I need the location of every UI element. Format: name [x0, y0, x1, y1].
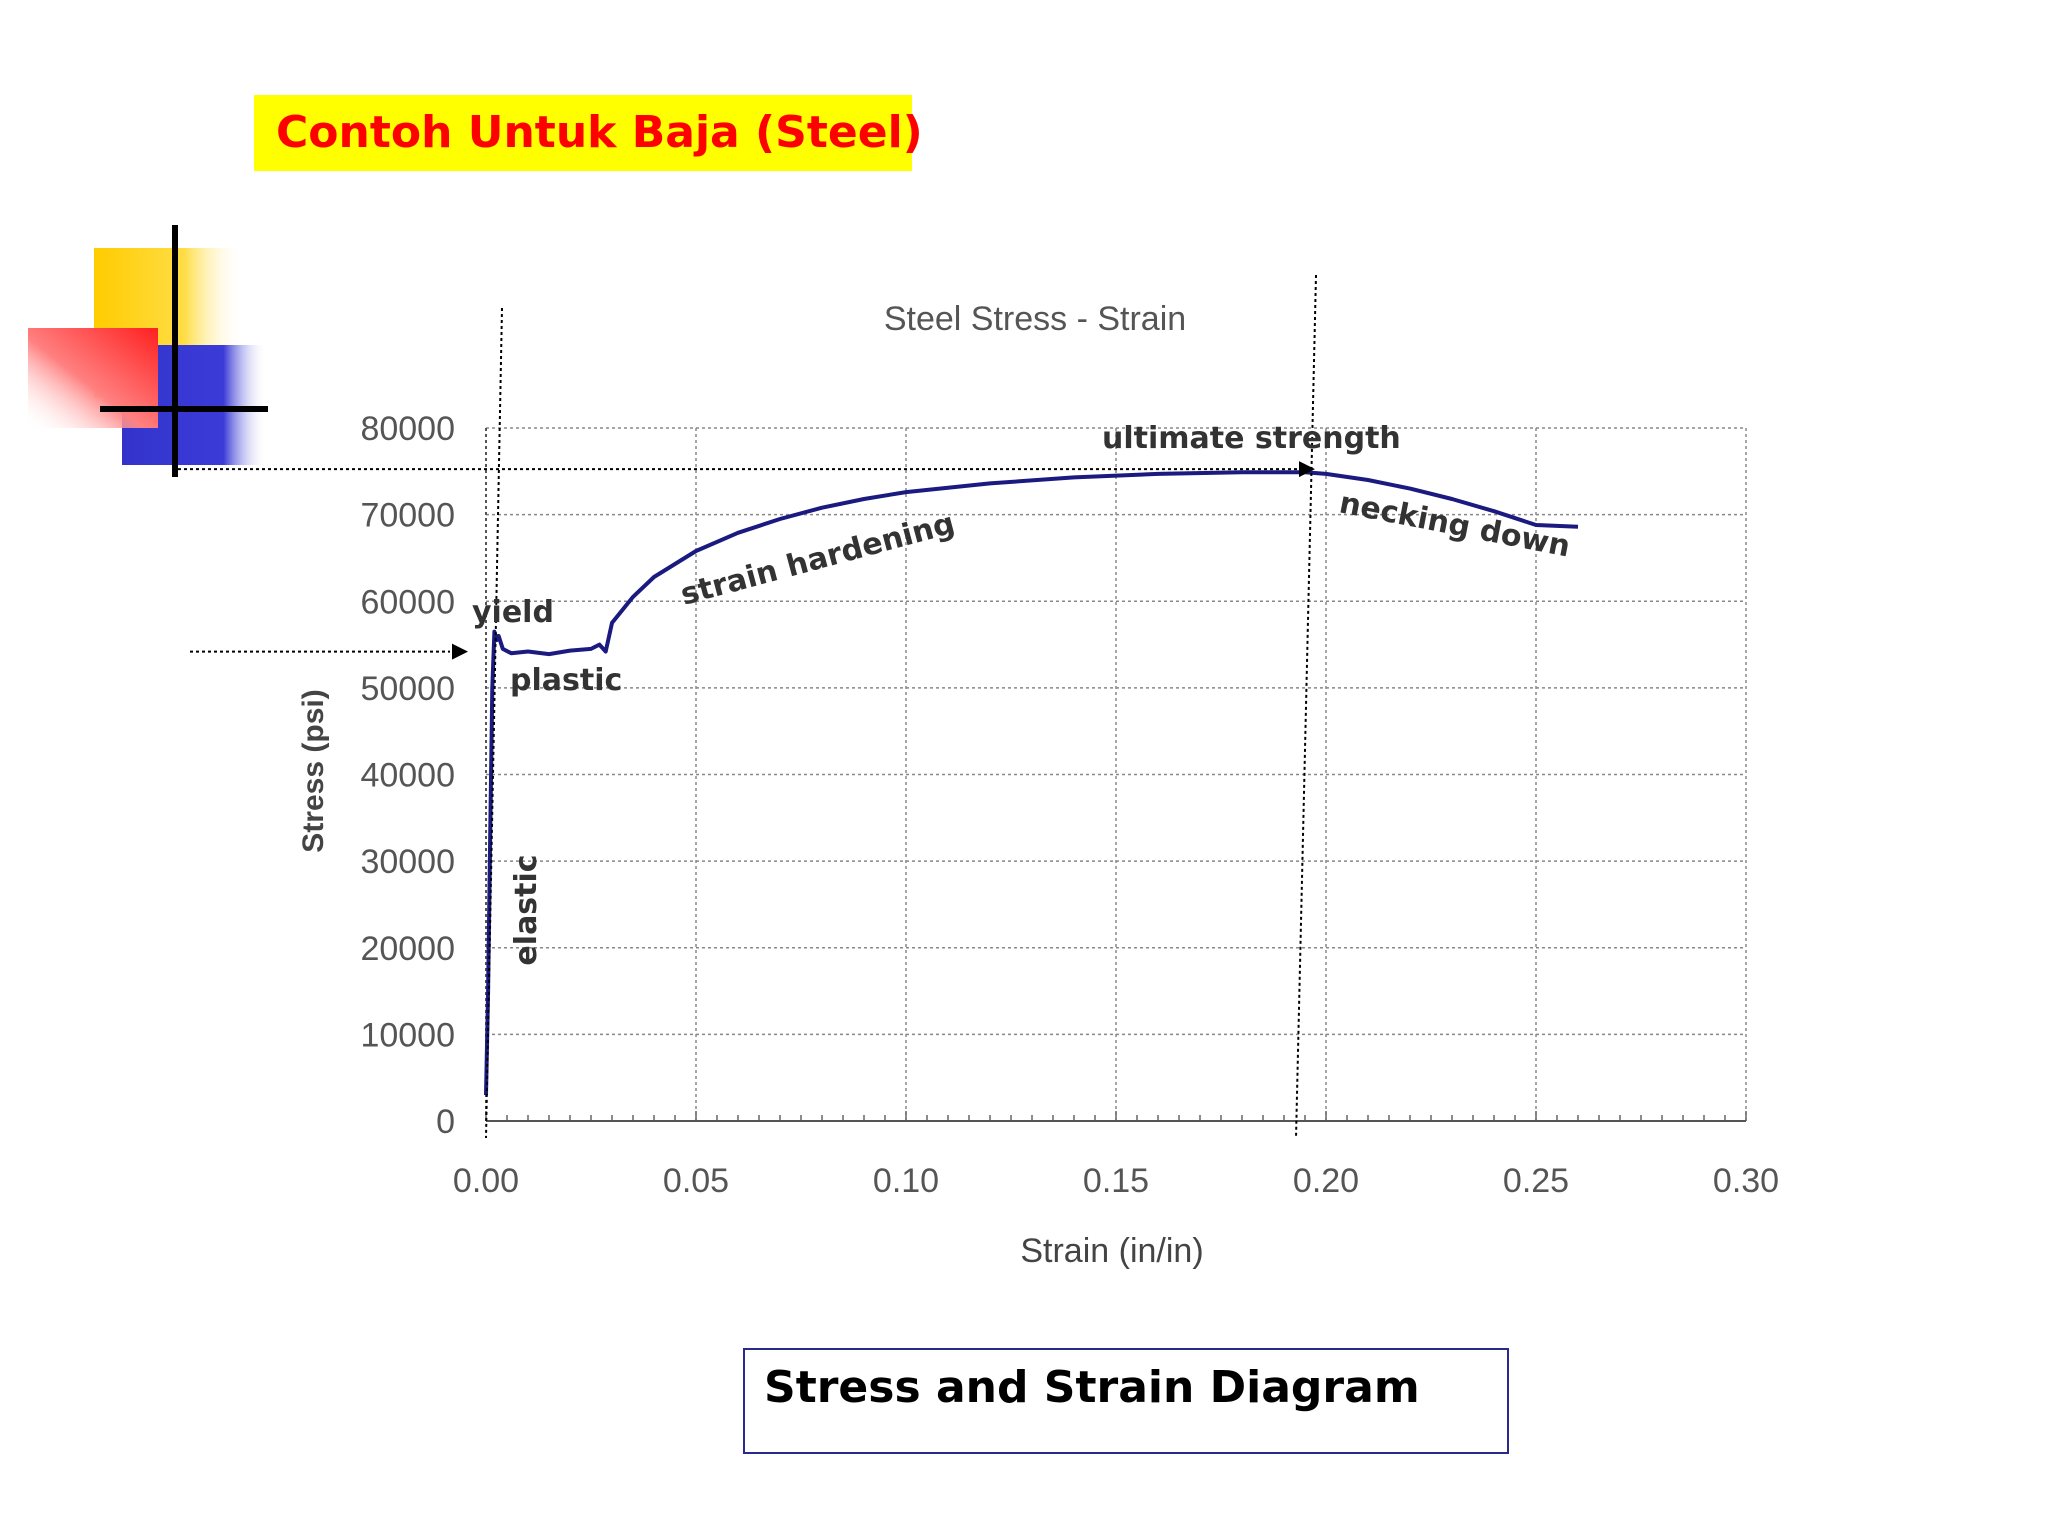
- annotation-label: ultimate strength: [1102, 421, 1401, 456]
- annotation-label: yield: [472, 595, 554, 630]
- arrow-icon: [452, 643, 468, 660]
- decorative-squares-icon: [28, 225, 268, 477]
- x-tick-label: 0.25: [1503, 1162, 1569, 1200]
- annotation-label: necking down: [1336, 485, 1573, 564]
- caption-box: Stress and Strain Diagram: [743, 1348, 1509, 1454]
- y-tick-label: 10000: [360, 1016, 455, 1054]
- y-tick-label: 40000: [360, 757, 455, 795]
- x-tick-label: 0.00: [453, 1162, 519, 1200]
- stress-strain-curve: [484, 470, 1579, 1096]
- yield-vertical-guide: [485, 307, 503, 1139]
- x-tick-label: 0.10: [873, 1162, 939, 1200]
- chart-grid: [486, 427, 1747, 1121]
- x-tick-label: 0.30: [1713, 1162, 1779, 1200]
- x-tick-label: 0.15: [1083, 1162, 1149, 1200]
- y-tick-label: 50000: [360, 670, 455, 708]
- x-tick-label: 0.05: [663, 1162, 729, 1200]
- y-tick-label: 70000: [360, 497, 455, 535]
- ultimate-vertical-guide: [1295, 274, 1317, 1139]
- guide-lines: [172, 274, 1317, 1139]
- chart-tick-labels: 0 10000 20000 30000 40000 50000 60000 70000 8000…: [360, 410, 1779, 1200]
- chart-annotations: yield plastic elastic strain hardening ultim…: [472, 421, 1573, 966]
- y-tick-label: 80000: [360, 410, 455, 448]
- annotation-label: elastic: [509, 854, 544, 965]
- annotation-label: plastic: [510, 663, 622, 698]
- y-tick-label: 30000: [360, 843, 455, 881]
- arrow-icon: [1299, 461, 1315, 478]
- y-tick-label: 20000: [360, 930, 455, 968]
- x-axis-label: Strain (in/in): [1020, 1232, 1203, 1270]
- y-axis-label: Stress (psi): [297, 689, 330, 852]
- y-tick-label: 60000: [360, 583, 455, 621]
- chart-title: Steel Stress - Strain: [884, 300, 1186, 338]
- annotation-label: strain hardening: [677, 506, 958, 613]
- diagram-caption: Stress and Strain Diagram: [764, 1362, 1420, 1413]
- x-tick-label: 0.20: [1293, 1162, 1359, 1200]
- slide-heading-box: Contoh Untuk Baja (Steel): [254, 95, 923, 171]
- slide-heading: Contoh Untuk Baja (Steel): [276, 107, 923, 158]
- y-tick-label: 0: [436, 1103, 455, 1141]
